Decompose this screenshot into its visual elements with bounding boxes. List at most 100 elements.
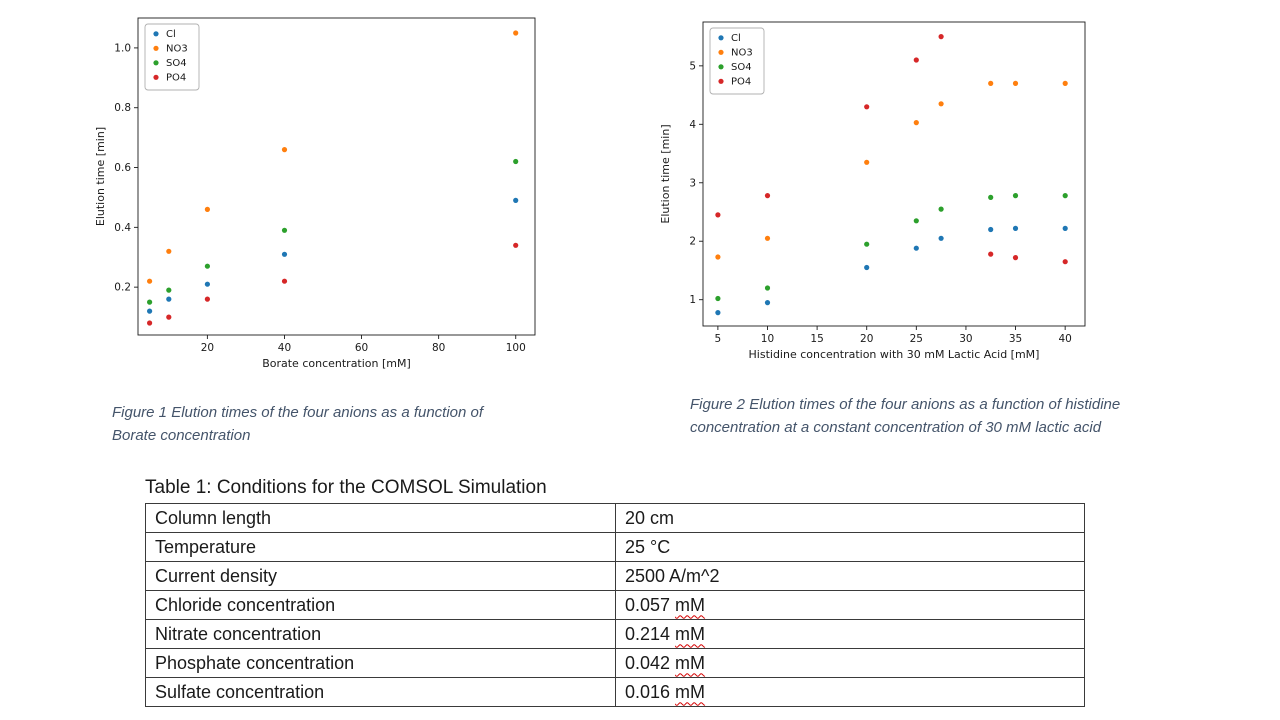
legend-label-PO4: PO4 bbox=[731, 77, 751, 88]
scatter-point-NO3 bbox=[1012, 80, 1019, 86]
value-text: 0.042 bbox=[625, 652, 676, 673]
legend-marker-PO4 bbox=[153, 74, 159, 80]
value-text: 25 °C bbox=[625, 536, 671, 557]
scatter-point-SO4 bbox=[913, 218, 919, 224]
scatter-point-NO3 bbox=[938, 101, 944, 107]
scatter-point-Cl bbox=[1012, 225, 1019, 231]
scatter-point-Cl bbox=[764, 300, 771, 306]
x-axis-label: Histidine concentration with 30 mM Lacti… bbox=[749, 348, 1040, 361]
scatter-point-SO4 bbox=[1062, 193, 1068, 199]
scatter-point-NO3 bbox=[764, 235, 771, 241]
scatter-point-NO3 bbox=[913, 120, 919, 126]
x-tick-label: 15 bbox=[810, 333, 823, 345]
condition-value: 25 °C bbox=[615, 532, 1085, 562]
scatter-point-PO4 bbox=[938, 34, 944, 40]
scatter-point-PO4 bbox=[281, 278, 288, 284]
scatter-point-NO3 bbox=[864, 159, 870, 165]
scatter-point-PO4 bbox=[166, 314, 172, 320]
y-tick-label: 0.8 bbox=[114, 102, 131, 114]
legend-label-SO4: SO4 bbox=[166, 58, 187, 69]
scatter-point-SO4 bbox=[147, 299, 153, 305]
legend-marker-NO3 bbox=[153, 45, 159, 51]
scatter-point-Cl bbox=[1062, 225, 1068, 231]
table-row: Chloride concentration 0.057 mM bbox=[145, 590, 1085, 620]
legend-label-Cl: Cl bbox=[731, 33, 741, 44]
scatter-point-SO4 bbox=[938, 206, 944, 212]
legend-label-SO4: SO4 bbox=[731, 62, 752, 73]
condition-label: Sulfate concentration bbox=[145, 677, 616, 707]
scatter-point-Cl bbox=[513, 197, 519, 203]
x-tick-label: 40 bbox=[1058, 333, 1071, 345]
table-row: Sulfate concentration 0.016 mM bbox=[145, 677, 1085, 707]
y-tick-label: 0.2 bbox=[114, 282, 131, 294]
y-tick-label: 2 bbox=[689, 236, 696, 248]
x-tick-label: 20 bbox=[860, 333, 873, 345]
value-text: 0.057 bbox=[625, 594, 676, 615]
condition-value: 2500 A/m^2 bbox=[615, 561, 1085, 591]
scatter-point-PO4 bbox=[715, 212, 721, 218]
scatter-point-SO4 bbox=[204, 263, 210, 269]
x-tick-label: 20 bbox=[201, 342, 214, 354]
x-tick-label: 5 bbox=[715, 333, 722, 345]
y-tick-label: 0.4 bbox=[114, 222, 131, 234]
x-tick-label: 60 bbox=[355, 342, 368, 354]
scatter-point-PO4 bbox=[913, 57, 919, 63]
scatter-point-PO4 bbox=[1012, 255, 1019, 261]
condition-value: 0.042 mM bbox=[615, 648, 1085, 678]
legend-label-PO4: PO4 bbox=[166, 73, 186, 84]
y-axis-label: Elution time [min] bbox=[94, 127, 107, 226]
legend-label-NO3: NO3 bbox=[731, 48, 753, 59]
scatter-point-PO4 bbox=[1062, 259, 1068, 265]
scatter-point-Cl bbox=[864, 264, 870, 271]
table-row: Phosphate concentration 0.042 mM bbox=[145, 648, 1085, 678]
condition-label: Chloride concentration bbox=[145, 590, 616, 620]
value-unit: mM bbox=[675, 652, 706, 673]
scatter-point-SO4 bbox=[513, 158, 519, 165]
scatter-point-Cl bbox=[913, 245, 919, 251]
value-text: 20 cm bbox=[625, 507, 675, 528]
plot-frame bbox=[702, 21, 1086, 327]
scatter-point-SO4 bbox=[988, 194, 994, 200]
table-row: Current density 2500 A/m^2 bbox=[145, 561, 1085, 591]
x-tick-label: 40 bbox=[278, 342, 291, 354]
value-unit: mM bbox=[675, 594, 706, 615]
scatter-point-PO4 bbox=[764, 193, 771, 199]
scatter-point-PO4 bbox=[988, 251, 994, 257]
scatter-point-NO3 bbox=[281, 147, 288, 153]
table-row: Column length 20 cm bbox=[145, 503, 1085, 533]
scatter-point-SO4 bbox=[281, 227, 288, 233]
scatter-point-NO3 bbox=[204, 206, 210, 212]
y-tick-label: 1.0 bbox=[114, 42, 131, 54]
legend-label-Cl: Cl bbox=[166, 29, 176, 40]
value-unit: mM bbox=[675, 623, 706, 644]
condition-value: 0.214 mM bbox=[615, 619, 1085, 649]
scatter-point-NO3 bbox=[988, 80, 994, 86]
scatter-point-NO3 bbox=[1062, 80, 1068, 86]
y-tick-label: 0.6 bbox=[114, 162, 131, 174]
figure-2-caption: Figure 2 Elution times of the four anion… bbox=[690, 396, 1121, 436]
value-text: 2500 A/m^2 bbox=[625, 565, 720, 586]
legend-marker-NO3 bbox=[718, 49, 724, 55]
scatter-point-SO4 bbox=[864, 241, 870, 247]
scatter-point-Cl bbox=[166, 296, 172, 302]
figure-2-chart: 5 10 15 20 25 30 35 40 1 2 3 4 5 Histidine concentrat… bbox=[659, 21, 1086, 361]
value-text: 0.214 bbox=[625, 623, 676, 644]
condition-label: Nitrate concentration bbox=[145, 619, 616, 649]
y-tick-label: 4 bbox=[689, 119, 696, 131]
scatter-point-Cl bbox=[715, 310, 721, 316]
scatter-point-NO3 bbox=[513, 30, 519, 36]
table-row: Nitrate concentration 0.214 mM bbox=[145, 619, 1085, 649]
y-tick-label: 1 bbox=[689, 294, 696, 306]
x-axis-label: Borate concentration [mM] bbox=[262, 357, 411, 370]
figure-1-caption: Figure 1 Elution times of the four anion… bbox=[112, 404, 484, 444]
scatter-point-NO3 bbox=[166, 248, 172, 254]
scatter-point-NO3 bbox=[715, 254, 721, 260]
conditions-table: Column length 20 cm Temperature 25 °C Cu… bbox=[145, 503, 1085, 707]
legend-marker-SO4 bbox=[718, 64, 724, 70]
scatter-point-Cl bbox=[204, 281, 210, 287]
legend-marker-Cl bbox=[153, 31, 159, 37]
y-tick-label: 5 bbox=[689, 60, 696, 72]
scatter-point-NO3 bbox=[147, 278, 153, 284]
table-row: Temperature 25 °C bbox=[145, 532, 1085, 562]
